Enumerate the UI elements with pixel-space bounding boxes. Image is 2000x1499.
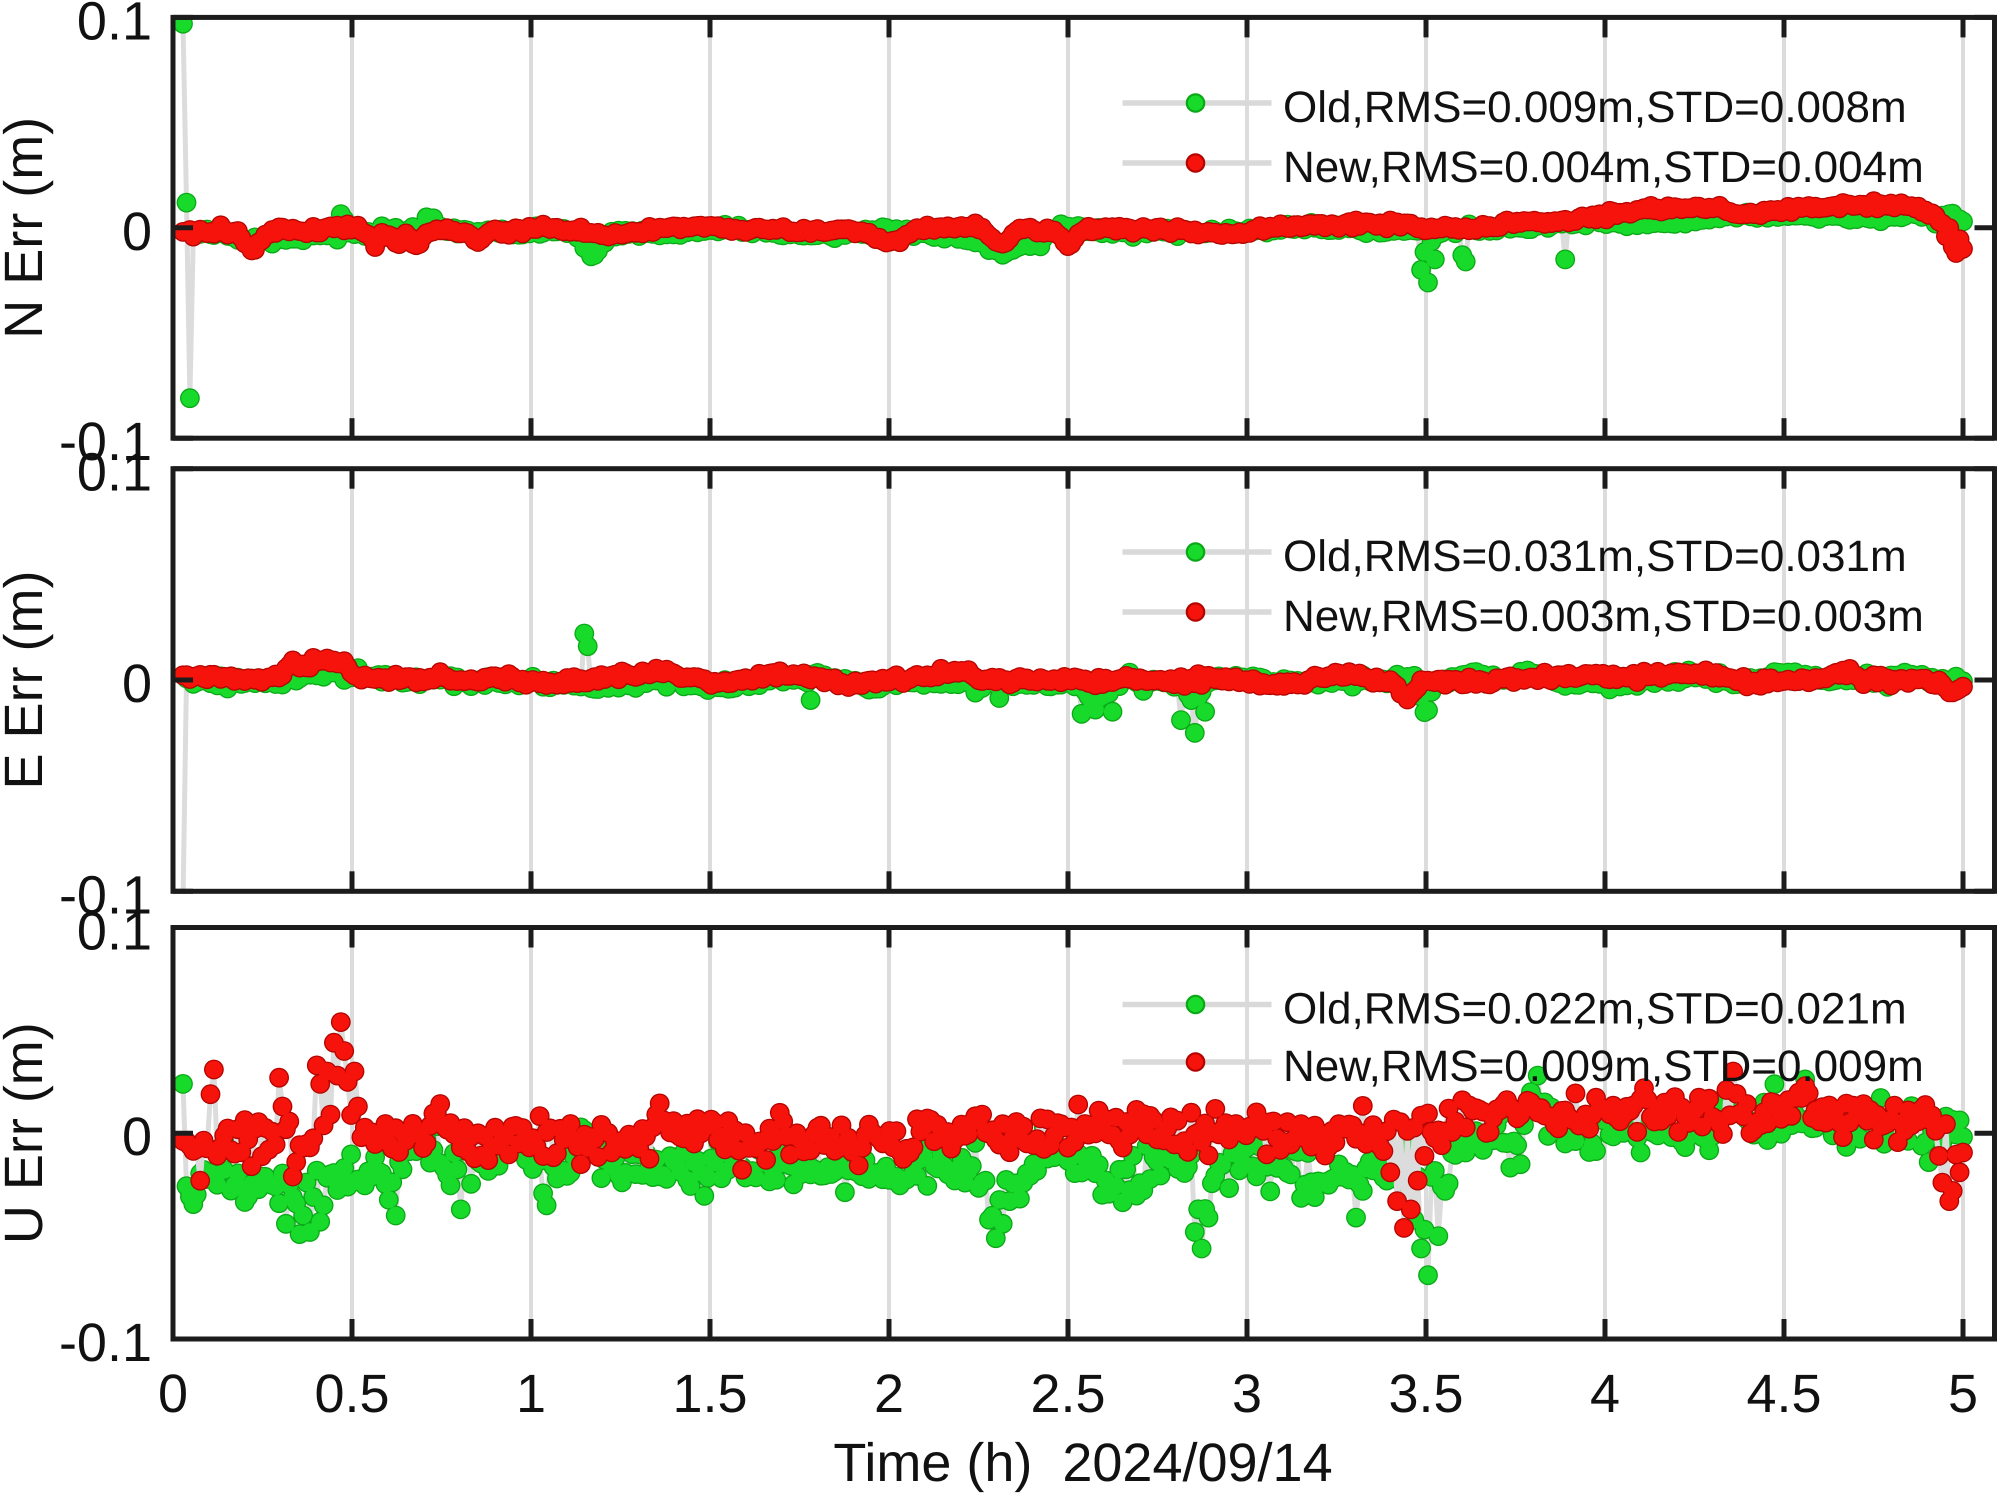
svg-text:0.1: 0.1 [77,443,152,503]
svg-text:0: 0 [122,202,152,262]
svg-text:Old,RMS=0.031m,STD=0.031m: Old,RMS=0.031m,STD=0.031m [1283,532,1907,581]
svg-text:0.1: 0.1 [77,0,152,51]
svg-text:New,RMS=0.003m,STD=0.003m: New,RMS=0.003m,STD=0.003m [1283,592,1924,641]
svg-text:0: 0 [122,654,152,714]
svg-text:New,RMS=0.004m,STD=0.004m: New,RMS=0.004m,STD=0.004m [1283,143,1924,192]
svg-text:Old,RMS=0.009m,STD=0.008m: Old,RMS=0.009m,STD=0.008m [1283,83,1907,132]
